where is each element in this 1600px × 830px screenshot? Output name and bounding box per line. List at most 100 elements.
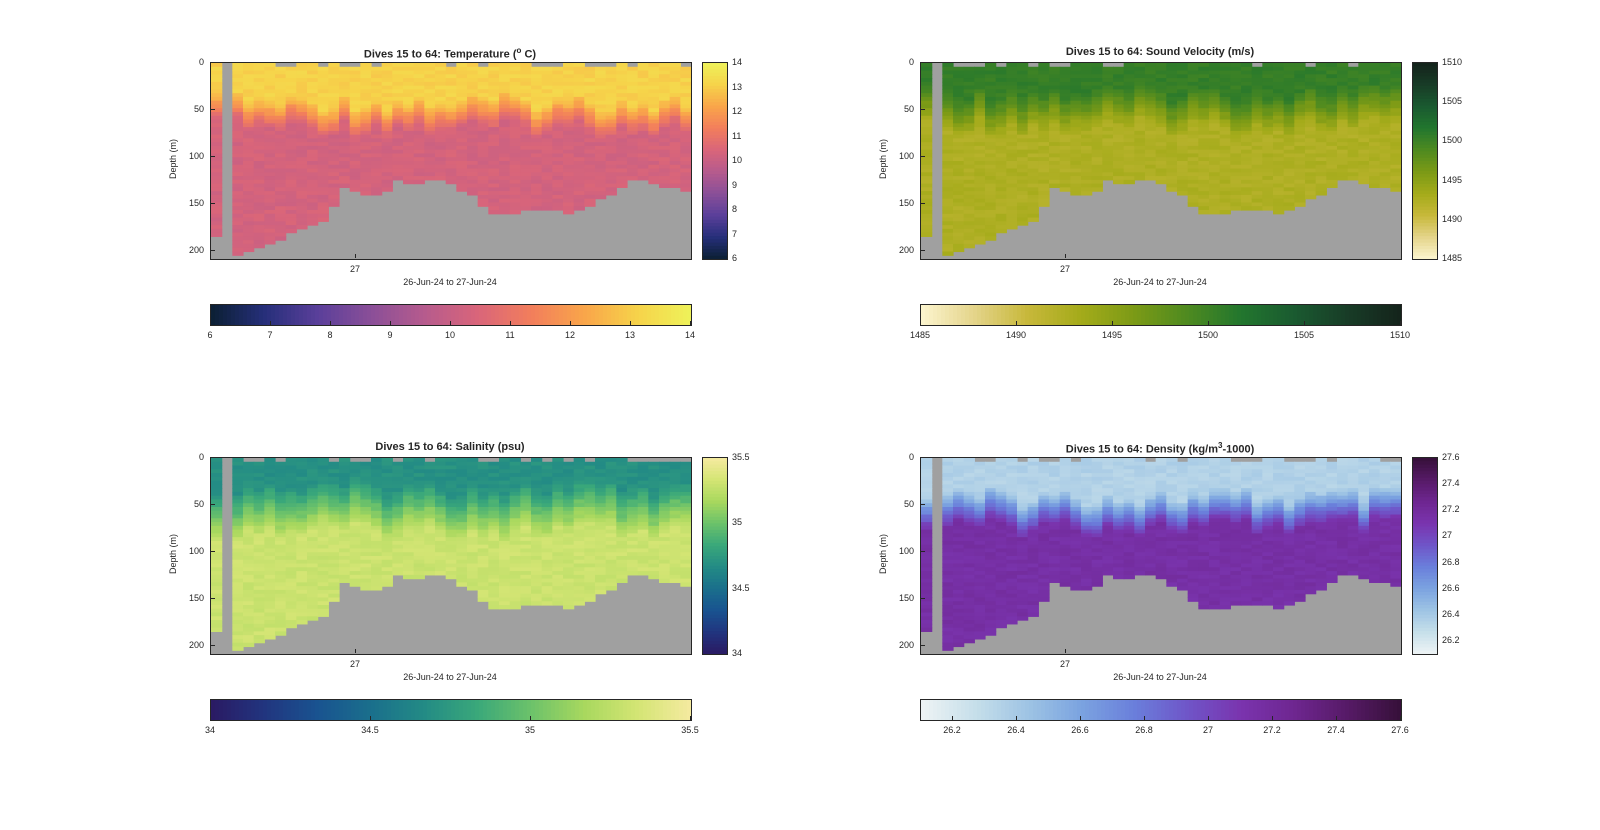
heatmap-cell	[403, 518, 415, 523]
heatmap-cell	[563, 142, 575, 147]
heatmap-cell	[509, 187, 521, 192]
heatmap-cell	[211, 559, 223, 565]
heatmap-cell	[371, 115, 383, 121]
vertical-colorbar-tick-label: 11	[732, 130, 742, 141]
heatmap-cell	[381, 66, 393, 72]
colorbar-segment	[431, 305, 436, 325]
heatmap-cell	[520, 593, 532, 599]
heatmap-cell	[477, 529, 489, 534]
heatmap-cell	[953, 213, 965, 219]
heatmap-cell	[1027, 78, 1039, 83]
heatmap-cell	[413, 134, 425, 139]
colorbar-segment	[703, 229, 727, 234]
heatmap-cell	[1081, 164, 1093, 170]
heatmap-cell	[921, 70, 933, 75]
heatmap-cell	[963, 119, 975, 124]
colorbar-segment	[703, 190, 727, 195]
heatmap-cell	[669, 161, 681, 166]
heatmap-cell	[648, 81, 660, 87]
colorbar-segment	[703, 196, 727, 201]
vertical-colorbar-tick-label: 1485	[1442, 253, 1463, 263]
heatmap-cell	[985, 66, 997, 72]
heatmap-cell	[509, 522, 521, 527]
heatmap-cell	[552, 548, 564, 553]
colorbar-segment	[703, 236, 727, 240]
heatmap-cell	[552, 495, 564, 501]
heatmap-cell	[1134, 63, 1146, 68]
heatmap-cell	[1305, 138, 1317, 143]
heatmap-cell	[477, 488, 489, 493]
colorbar-segment	[1153, 305, 1158, 325]
heatmap-cell	[296, 559, 308, 565]
heatmap-cell	[264, 93, 276, 98]
heatmap-cell	[1081, 78, 1093, 83]
heatmap-cell	[424, 495, 436, 501]
heatmap-cell	[307, 108, 319, 113]
heatmap-cell	[953, 191, 965, 196]
heatmap-cell	[1283, 123, 1295, 128]
heatmap-cell	[211, 533, 223, 538]
heatmap-cell	[552, 187, 564, 192]
heatmap-cell	[1017, 89, 1029, 94]
heatmap-cell	[264, 112, 276, 117]
heatmap-cell	[1027, 198, 1039, 204]
heatmap-cell	[232, 236, 244, 241]
heatmap-cell	[296, 81, 308, 87]
heatmap-cell	[435, 130, 447, 136]
heatmap-cell	[328, 544, 340, 550]
heatmap-cell	[541, 70, 553, 75]
heatmap-cell	[403, 556, 415, 561]
heatmap-cell	[243, 236, 255, 241]
colorbar-segment	[1329, 305, 1334, 325]
colorbar-segment	[703, 223, 727, 227]
heatmap-cell	[477, 574, 489, 580]
heatmap-cell	[285, 510, 297, 516]
heatmap-cell	[307, 194, 319, 200]
heatmap-cell	[1379, 63, 1391, 68]
heatmap-cell	[243, 149, 255, 155]
heatmap-cell	[531, 100, 543, 106]
heatmap-cell	[349, 465, 361, 470]
heatmap-cell	[296, 127, 308, 132]
vertical-colorbar-tick-label: 1510	[1442, 57, 1463, 67]
heatmap-cell	[285, 104, 297, 109]
heatmap-cell	[953, 161, 965, 166]
heatmap-cell	[371, 81, 383, 87]
heatmap-cell	[413, 138, 425, 143]
heatmap-cell	[659, 74, 671, 79]
heatmap-cell	[1017, 157, 1029, 162]
heatmap-cell	[1294, 202, 1306, 207]
heatmap-cell	[520, 108, 532, 113]
heatmap-cell	[232, 172, 244, 177]
heatmap-cell	[985, 119, 997, 124]
heatmap-cell	[477, 518, 489, 523]
colorbar-segment	[703, 151, 727, 156]
heatmap-cell	[296, 537, 308, 542]
heatmap-cell	[456, 495, 468, 501]
heatmap-cell	[243, 548, 255, 553]
heatmap-cell	[680, 127, 691, 132]
heatmap-cell	[541, 96, 553, 102]
heatmap-cell	[1049, 172, 1061, 177]
heatmap-cell	[232, 89, 244, 94]
heatmap-cell	[942, 104, 954, 109]
heatmap-cell	[403, 96, 415, 102]
heatmap-cell	[1123, 78, 1135, 83]
heatmap-cell	[339, 473, 351, 478]
heatmap-cell	[1305, 179, 1317, 185]
heatmap-cell	[1198, 63, 1210, 68]
heatmap-cell	[349, 142, 361, 147]
heatmap-cell	[1305, 112, 1317, 117]
heatmap-cell	[1369, 161, 1381, 166]
heatmap-cell	[974, 225, 986, 230]
heatmap-cell	[456, 138, 468, 143]
heatmap-cell	[488, 157, 500, 162]
heatmap-cell	[435, 540, 447, 546]
x-tick-mark	[1064, 254, 1066, 258]
heatmap-cell	[985, 74, 997, 79]
heatmap-cell	[1187, 176, 1199, 181]
heatmap-cell	[413, 130, 425, 136]
heatmap-cell	[1006, 63, 1018, 68]
heatmap-cell	[995, 221, 1007, 226]
heatmap-cell	[963, 134, 975, 139]
